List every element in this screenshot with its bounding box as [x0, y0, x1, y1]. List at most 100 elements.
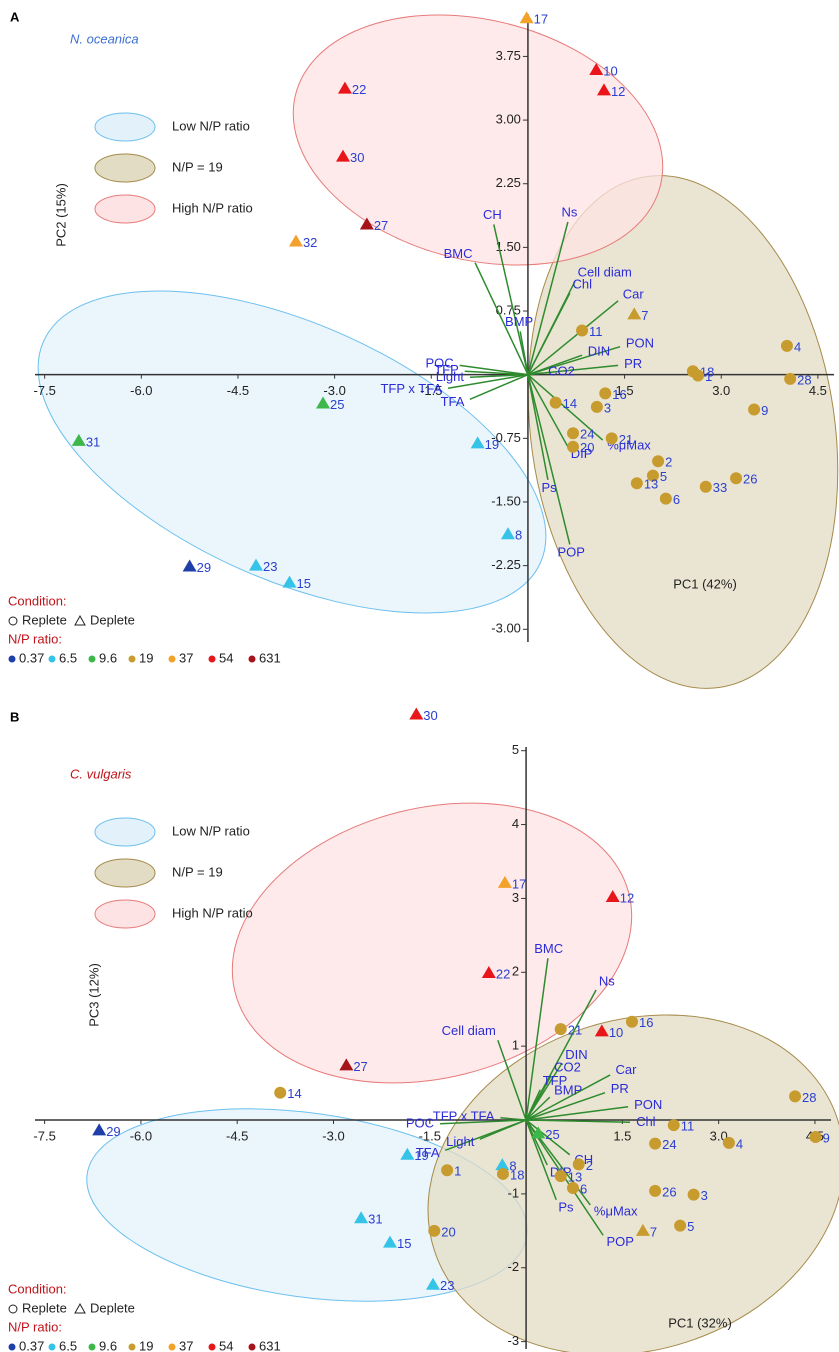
- legend-swatch: [128, 655, 136, 663]
- x-tick-label: -6.0: [130, 1128, 152, 1143]
- chart-title: N. oceanica: [70, 31, 139, 46]
- loading-label: CO2: [554, 1059, 581, 1074]
- point-label: 4: [794, 339, 801, 354]
- loading-vector: [527, 374, 549, 481]
- loading-vector: [525, 1062, 563, 1121]
- point-label: 26: [743, 472, 757, 487]
- legend-label: 6.5: [59, 1338, 77, 1352]
- x-tick-label: -1.5: [419, 1128, 441, 1143]
- y-tick-label: 4: [512, 816, 519, 831]
- loading-label: DIN: [565, 1047, 587, 1062]
- loading-vector: [525, 1091, 606, 1121]
- point-label: 24: [662, 1137, 676, 1152]
- x-tick-label: -3.0: [322, 1128, 344, 1143]
- point-label: 31: [86, 434, 100, 449]
- y-tick-label: 3.75: [496, 48, 521, 63]
- point: [249, 558, 264, 571]
- x-axis-label: PC1 (42%): [673, 576, 737, 591]
- y-tick-label: -1.50: [491, 493, 521, 508]
- legend-label: N/P = 19: [172, 159, 223, 174]
- point: [495, 1158, 510, 1171]
- loading-label: POP: [558, 545, 585, 560]
- loading-label: CH: [483, 207, 502, 222]
- loading-label: TFA: [441, 394, 465, 409]
- loading-label: Cell diam: [578, 265, 632, 280]
- loading-label: BMP: [505, 314, 533, 329]
- legend-label: Deplete: [90, 1300, 135, 1315]
- legend-swatch: [168, 1343, 176, 1351]
- point-label: 26: [662, 1184, 676, 1199]
- legend-symbol: [8, 616, 18, 626]
- point: [572, 1158, 585, 1171]
- point-label: 23: [263, 559, 277, 574]
- legend-swatch: [94, 899, 156, 929]
- loading-vector: [525, 1074, 611, 1121]
- loading-vector: [525, 1089, 541, 1121]
- point-label: 15: [297, 576, 311, 591]
- point-label: 14: [287, 1086, 301, 1101]
- point-label: 32: [303, 235, 317, 250]
- point: [699, 480, 712, 493]
- loading-vector: [464, 370, 528, 376]
- loading-label: TFP: [434, 362, 459, 377]
- point-label: 25: [545, 1127, 559, 1142]
- point-label: 8: [515, 528, 522, 543]
- point: [596, 83, 611, 96]
- point: [500, 527, 515, 540]
- point: [626, 1015, 638, 1028]
- point: [531, 1126, 546, 1139]
- point-label: 27: [374, 218, 388, 233]
- legend-symbol: [74, 1302, 86, 1314]
- point: [589, 63, 604, 76]
- loading-vector: [525, 1105, 629, 1121]
- point-label: 19: [414, 1148, 428, 1163]
- point-label: 11: [589, 324, 603, 339]
- point: [274, 1086, 287, 1099]
- point-label: 17: [534, 12, 548, 27]
- point: [599, 387, 612, 400]
- point: [784, 372, 797, 385]
- point: [576, 324, 589, 337]
- point-label: 6: [580, 1181, 587, 1196]
- loading-vector: [527, 374, 604, 441]
- group-ellipse: [292, 14, 664, 266]
- loading-label: Light: [446, 1134, 475, 1149]
- loading-label: POC: [406, 1116, 434, 1131]
- point: [594, 1024, 609, 1037]
- point: [789, 1090, 802, 1103]
- legend-label: Replete: [22, 1300, 67, 1315]
- x-tick-label: -4.5: [227, 383, 249, 398]
- point-label: 28: [802, 1090, 816, 1105]
- loading-vector: [527, 292, 571, 376]
- loading-vector: [527, 374, 571, 545]
- point-label: 10: [603, 63, 617, 78]
- point: [652, 455, 665, 468]
- point: [497, 875, 512, 888]
- point: [605, 432, 618, 445]
- point-label: 5: [687, 1219, 694, 1234]
- y-tick-label: 5: [512, 742, 519, 757]
- x-tick-label: -7.5: [33, 383, 55, 398]
- loading-vector: [527, 300, 619, 376]
- point-label: 12: [611, 84, 625, 99]
- loading-vector: [527, 221, 569, 375]
- point: [635, 1223, 650, 1236]
- point-label: 24: [580, 427, 594, 442]
- legend-label: 37: [179, 1338, 193, 1352]
- point: [566, 1181, 579, 1194]
- loading-vector: [525, 1096, 551, 1121]
- point: [809, 1131, 822, 1144]
- group-ellipse: [427, 1014, 839, 1352]
- legend-label: 19: [139, 650, 153, 665]
- group-ellipse: [37, 290, 547, 614]
- legend-label: Deplete: [90, 612, 135, 627]
- legend-swatch: [94, 112, 156, 142]
- legend-swatch: [8, 1343, 16, 1351]
- point: [567, 440, 580, 453]
- point-label: 10: [609, 1025, 623, 1040]
- legend-swatch: [94, 817, 156, 847]
- loading-label: TFP x TFA: [433, 1108, 495, 1123]
- legend-swatch: [8, 655, 16, 663]
- point-label: 1: [454, 1164, 461, 1179]
